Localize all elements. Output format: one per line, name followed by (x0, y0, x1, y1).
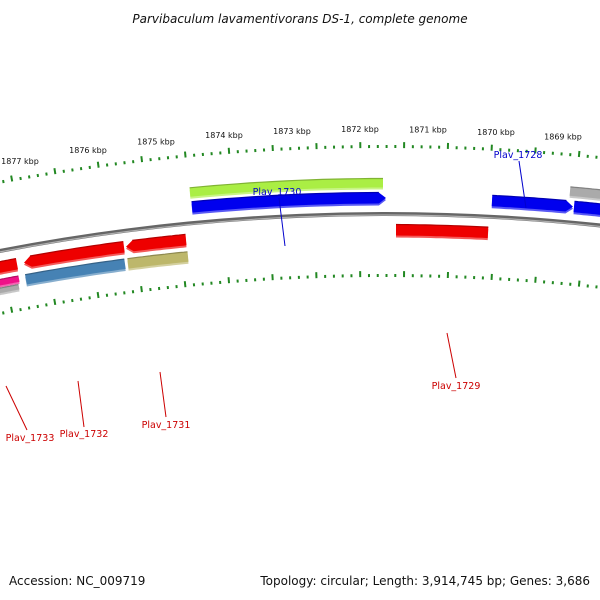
gene-plav-1732-arrow-edge (29, 241, 124, 257)
scale-tick-inner (140, 286, 143, 293)
gene-plav-1729-arrow-edge (395, 223, 489, 228)
gene-feature-grey-top-body (569, 186, 600, 199)
genome-summary-text: Topology: circular; Length: 3,914,745 bp… (260, 574, 590, 588)
scale-tick-outer (96, 161, 100, 168)
scale-label: 1874 kbp (205, 131, 243, 140)
gene-plav-1731-arrow-edge (132, 233, 186, 241)
scale-tick-outer (19, 176, 22, 181)
gene-plav-1730-arrow (191, 191, 386, 215)
scale-tick-outer (53, 168, 57, 175)
scale-tick-inner (96, 291, 100, 299)
scale-tick-outer (27, 175, 31, 179)
scale-tick-inner (27, 306, 31, 310)
scale-label: 1876 kbp (69, 146, 107, 155)
gene-feature-grey-bottom-body (0, 284, 20, 294)
gene-feature-green-edge (189, 177, 383, 189)
scale-tick-outer (184, 151, 187, 158)
gene-plav-1732-arrow (24, 241, 125, 269)
scale-label: 1872 kbp (341, 125, 379, 134)
backbone-shadow (0, 212, 600, 254)
gene-plav-1733-arrow-body (0, 258, 18, 273)
gene-label-plav-1732-leader (77, 380, 85, 428)
gene-plav-1727-arrow-body (573, 201, 600, 215)
gene-feature-grey-bottom (0, 283, 20, 296)
scale-tick-inner (19, 307, 22, 312)
gene-feature-pink (0, 275, 20, 288)
scale-label: 1873 kbp (273, 127, 311, 136)
scale-tick-inner (53, 298, 57, 306)
gene-feature-khaki-edge (127, 251, 188, 260)
gene-plav-1729-arrow-body (396, 224, 489, 239)
gene-plav-1729-arrow (395, 223, 489, 241)
gene-plav-1730-arrow-body (191, 192, 386, 213)
gene-label-plav-1732: Plav_1732 (60, 429, 109, 440)
gene-label-plav-1733: Plav_1733 (6, 433, 55, 444)
gene-feature-steel (24, 258, 126, 287)
gene-label-plav-1729: Plav_1729 (432, 381, 481, 392)
gene-feature-steel-body (25, 259, 126, 285)
scale-label: 1870 kbp (477, 128, 515, 137)
gene-label-plav-1728-leader (518, 160, 527, 209)
gene-feature-pink-edge (0, 275, 19, 281)
gene-label-plav-1733-leader (5, 385, 28, 431)
scale-tick-inner (36, 304, 39, 309)
gene-feature-khaki-body (127, 251, 189, 269)
gene-feature-grey-top (569, 186, 600, 201)
backbone-highlight (0, 214, 600, 253)
scale-tick-inner (45, 303, 48, 307)
gene-label-plav-1728: Plav_1728 (494, 150, 543, 161)
gene-feature-khaki (127, 251, 189, 271)
gene-plav-1733-arrow-edge (0, 258, 17, 263)
gene-feature-pink-body (0, 275, 20, 286)
accession-text: Accession: NC_009719 (9, 574, 146, 588)
gene-label-plav-1730: Plav_1730 (253, 187, 302, 198)
gene-feature-green (189, 177, 383, 199)
gene-plav-1728-arrow (491, 194, 573, 214)
scale-tick-outer (577, 150, 581, 158)
gene-label-plav-1730-leader (278, 197, 286, 247)
gene-plav-1731-arrow-body (126, 234, 187, 252)
scale-label: 1871 kbp (409, 125, 447, 134)
gene-plav-1727-arrow (573, 200, 600, 217)
gene-feature-steel-edge (24, 258, 125, 276)
gene-plav-1732-arrow-body (24, 241, 125, 267)
gene-label-plav-1731-leader (159, 371, 167, 418)
scale-tick-outer (2, 179, 5, 184)
gene-plav-1728-arrow-edge (492, 194, 567, 202)
scale-label: 1869 kbp (544, 133, 582, 142)
scale-label: 1875 kbp (137, 137, 175, 146)
scale-tick-inner (10, 306, 14, 313)
gene-plav-1733-arrow (0, 258, 18, 275)
scale-tick-inner (183, 281, 187, 288)
gene-label-plav-1731: Plav_1731 (142, 420, 191, 431)
scale-label: 1877 kbp (1, 157, 39, 166)
gene-plav-1731-arrow (126, 233, 187, 254)
scale-tick-inner (577, 280, 581, 287)
scale-tick-outer (140, 156, 144, 163)
scale-tick-inner (2, 311, 5, 315)
gene-label-plav-1729-leader (446, 332, 457, 379)
gene-feature-grey-bottom-edge (0, 283, 19, 289)
gene-plav-1727-arrow-edge (574, 200, 600, 205)
gene-feature-green-body (189, 178, 383, 197)
gene-plav-1730-arrow-edge (191, 191, 379, 203)
map-title: Parvibaculum lavamentivorans DS-1, compl… (132, 12, 467, 26)
gene-plav-1728-arrow-body (491, 195, 573, 212)
scale-tick-outer (10, 175, 14, 182)
